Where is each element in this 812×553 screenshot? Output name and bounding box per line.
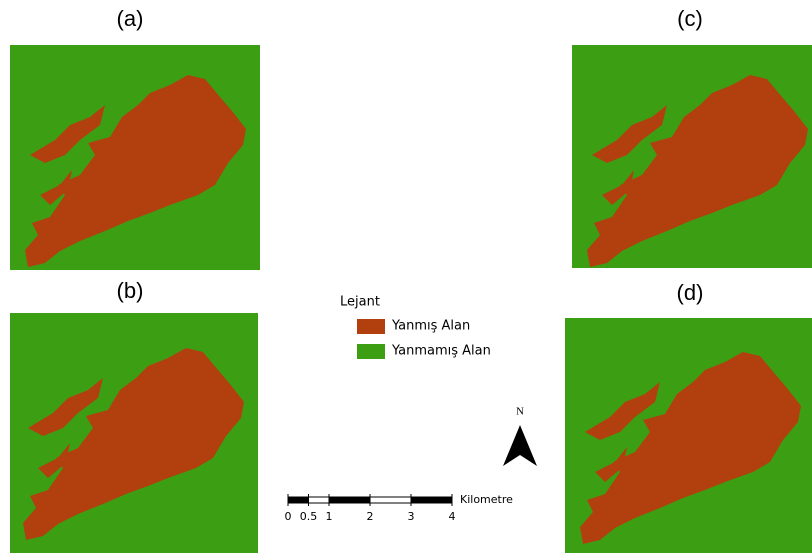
north-arrow bbox=[503, 425, 537, 466]
panel-label: (b) bbox=[117, 278, 144, 303]
scale-segment bbox=[411, 497, 452, 503]
scale-segment bbox=[329, 497, 370, 503]
panel-label: (d) bbox=[677, 280, 704, 305]
figure: (a) (b) (c) (d) Lejant Yanmış Alan Yanma… bbox=[0, 0, 812, 553]
scale-label: 2 bbox=[367, 510, 374, 523]
panel-label: (a) bbox=[117, 6, 144, 31]
legend-swatch bbox=[357, 319, 385, 334]
scale-label: 0.5 bbox=[300, 510, 318, 523]
scale-label: 4 bbox=[449, 510, 456, 523]
scale-segment bbox=[288, 497, 309, 503]
panel-label: (c) bbox=[677, 6, 703, 31]
legend-label: Yanmamış Alan bbox=[391, 344, 491, 359]
legend-title: Lejant bbox=[340, 295, 380, 310]
legend-label: Yanmış Alan bbox=[391, 319, 470, 334]
scale-label: 3 bbox=[408, 510, 415, 523]
legend-swatch bbox=[357, 344, 385, 359]
scale-label: 0 bbox=[285, 510, 292, 523]
north-label: N bbox=[516, 406, 524, 418]
scale-unit: Kilometre bbox=[460, 493, 513, 506]
scale-bar: 0 0.5 1 2 3 4 bbox=[285, 494, 456, 523]
scale-label: 1 bbox=[326, 510, 333, 523]
